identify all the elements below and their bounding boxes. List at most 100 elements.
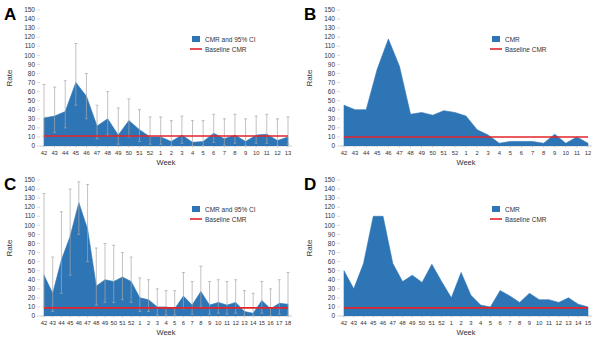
x-tick-label: 47	[390, 320, 396, 326]
error-bar-stem	[166, 291, 167, 315]
y-tick	[37, 28, 40, 29]
x-tick-label: 48	[407, 150, 413, 156]
panel: B0102030405060708090100110120130140150Ra…	[304, 5, 592, 167]
y-tick	[37, 37, 40, 38]
x-tick-label: 44	[58, 320, 65, 326]
y-tick-label: 0	[331, 142, 335, 149]
x-axis-label: Week	[156, 158, 175, 167]
x-tick	[235, 316, 236, 318]
x-tick-label: 6	[182, 320, 185, 326]
error-bar-stem	[288, 117, 289, 144]
y-tick	[37, 64, 40, 65]
error-bar	[104, 243, 107, 302]
error-bar-cap	[159, 116, 162, 117]
error-bar-cap	[106, 91, 109, 92]
x-tick-label: 6	[520, 150, 523, 156]
x-tick-label: 43	[351, 320, 357, 326]
x-tick	[203, 146, 204, 148]
baseline-line	[344, 136, 588, 138]
y-tick-label: 40	[28, 106, 36, 113]
error-bar	[156, 289, 159, 315]
error-bar	[149, 117, 152, 144]
y-tick	[337, 127, 340, 128]
error-bar-cap	[269, 316, 272, 317]
x-tick-label: 46	[380, 320, 386, 326]
x-tick-label: 1	[464, 150, 467, 156]
error-bar-cap	[252, 316, 255, 317]
x-tick-label: 6	[499, 320, 502, 326]
x-tick-label: 15	[259, 320, 265, 326]
error-bar-stem	[128, 99, 129, 137]
x-tick	[171, 146, 172, 148]
y-tick	[37, 234, 40, 235]
x-tick-label: 47	[84, 320, 90, 326]
legend-label: Baseline CMR	[505, 216, 547, 223]
x-tick-label: 51	[429, 320, 435, 326]
legend-swatch	[190, 48, 202, 50]
x-tick	[488, 146, 489, 148]
error-bar-stem	[52, 257, 53, 311]
error-bar-cap	[86, 261, 89, 262]
error-bar-cap	[217, 313, 220, 314]
x-axis-label: Week	[456, 158, 475, 167]
error-bar-stem	[122, 253, 123, 300]
x-tick-label: 3	[469, 320, 472, 326]
error-bar-cap	[223, 118, 226, 119]
y-tick-label: 150	[324, 6, 335, 13]
y-axis-label: Rate	[5, 239, 14, 256]
x-tick-label: 42	[41, 320, 47, 326]
error-bar-cap	[53, 87, 56, 88]
y-tick	[337, 207, 340, 208]
x-tick-label: 1	[138, 320, 141, 326]
error-bar-cap	[217, 279, 220, 280]
error-bar	[51, 257, 54, 311]
x-tick-label: 43	[352, 150, 358, 156]
error-bar-cap	[69, 275, 72, 276]
error-bar-stem	[160, 117, 161, 144]
x-tick	[558, 316, 559, 318]
y-tick-label: 40	[28, 276, 36, 283]
legend-label: Baseline CMR	[205, 216, 247, 223]
error-bar	[226, 282, 229, 315]
y-tick-label: 70	[328, 79, 336, 86]
x-tick-label: 49	[102, 320, 108, 326]
x-tick	[499, 146, 500, 148]
error-bar-stem	[171, 121, 172, 146]
error-bar-stem	[97, 105, 98, 139]
y-tick-label: 110	[325, 42, 336, 49]
x-tick	[451, 316, 452, 318]
y-tick-label: 60	[328, 88, 336, 95]
x-tick-label: 46	[83, 150, 89, 156]
x-tick-label: 5	[509, 150, 512, 156]
error-bar-cap	[43, 193, 46, 194]
y-tick	[37, 136, 40, 137]
error-bar-cap	[243, 290, 246, 291]
y-tick	[37, 19, 40, 20]
x-tick	[192, 316, 193, 318]
x-tick-label: 7	[223, 150, 226, 156]
error-bar-stem	[192, 121, 193, 146]
y-tick-label: 70	[28, 249, 36, 256]
error-bar-cap	[265, 143, 268, 144]
area	[344, 216, 588, 316]
x-tick-label: 51	[441, 150, 447, 156]
x-tick-label: 43	[51, 150, 57, 156]
x-tick-label: 50	[430, 150, 436, 156]
error-bar-cap	[121, 252, 124, 253]
x-tick-label: 13	[565, 320, 571, 326]
x-tick	[588, 316, 589, 318]
x-tick	[245, 146, 246, 148]
error-bar	[269, 289, 272, 316]
error-bar-stem	[105, 243, 106, 302]
x-tick	[443, 146, 444, 148]
error-bar	[199, 266, 202, 307]
y-tick	[37, 279, 40, 280]
y-tick	[37, 100, 40, 101]
x-tick	[441, 316, 442, 318]
x-tick	[44, 146, 45, 148]
y-tick	[37, 297, 40, 298]
error-bar	[86, 185, 89, 262]
x-tick	[392, 316, 393, 318]
error-bar	[85, 73, 88, 118]
error-bar	[165, 291, 168, 315]
